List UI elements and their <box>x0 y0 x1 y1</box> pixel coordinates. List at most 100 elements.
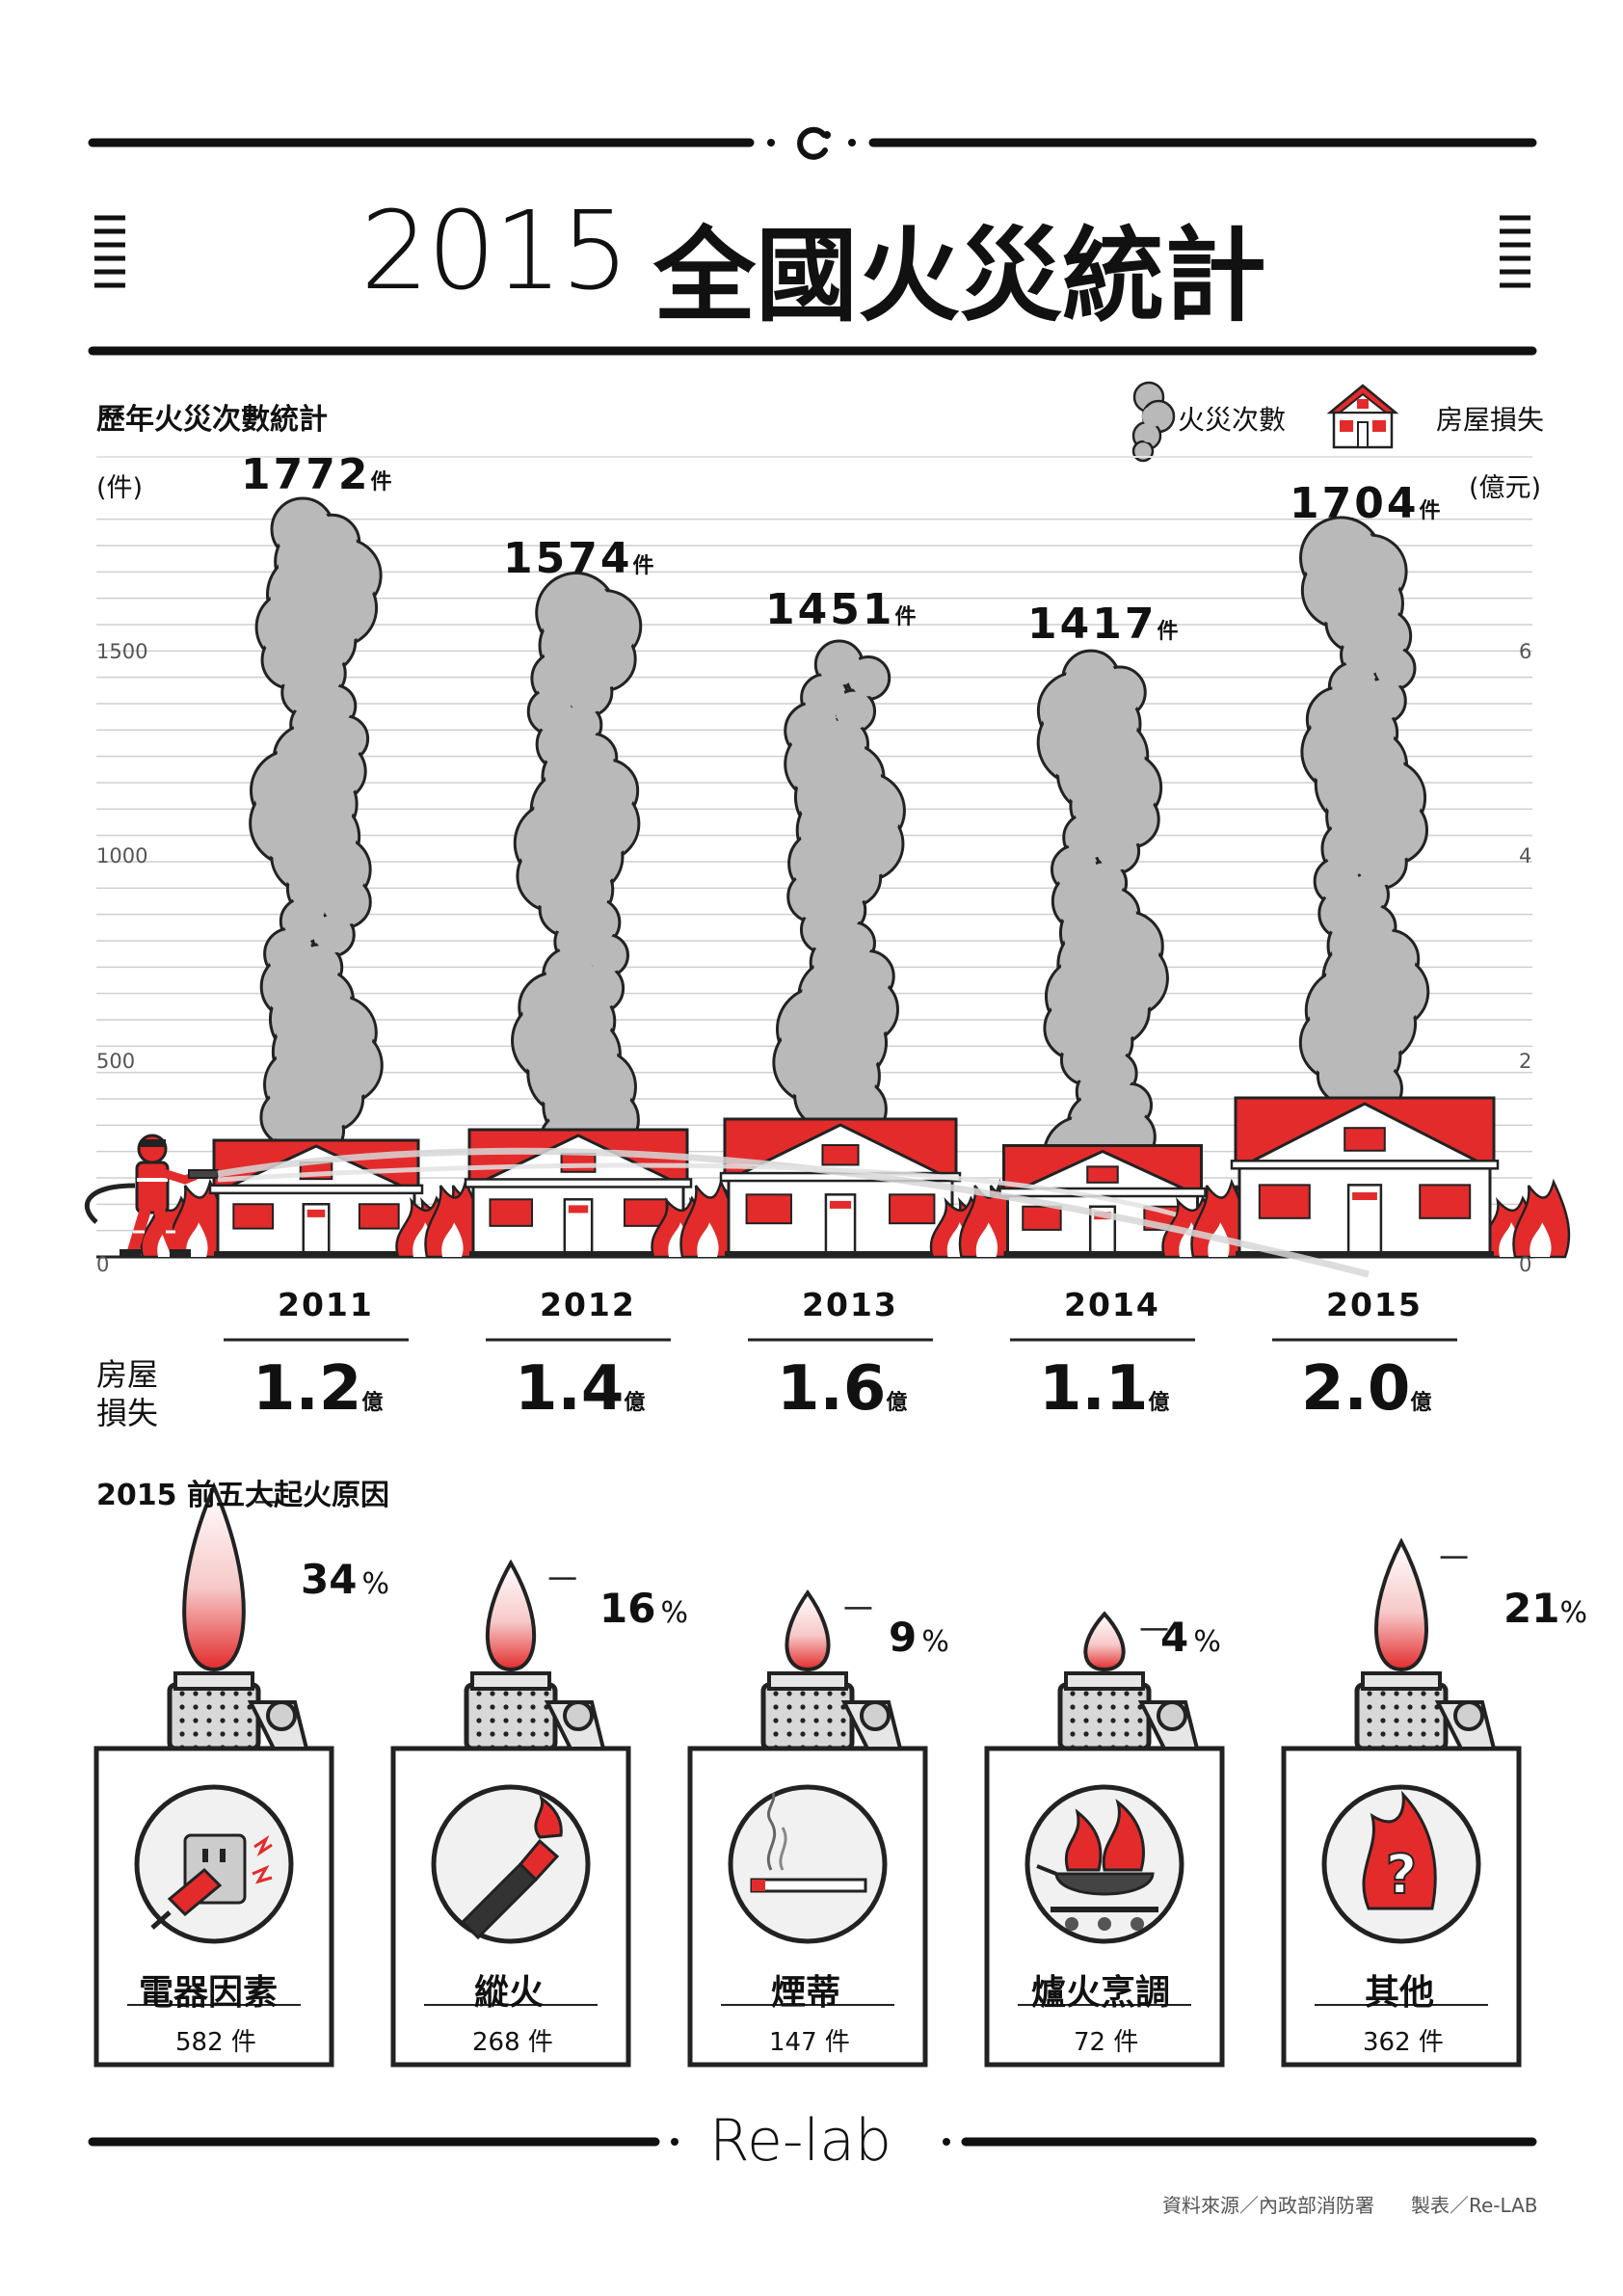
cause-count-cooking: 72 件 <box>1074 2028 1139 2057</box>
cause-pct-arson: 16 % <box>599 1585 688 1632</box>
lighter-flame <box>785 1589 831 1672</box>
pct-unit: % <box>1559 1596 1587 1630</box>
pct-unit: % <box>660 1596 689 1630</box>
fire-count-unit: 件 <box>1419 498 1441 523</box>
cause-pct-cigarette: 9 % <box>889 1614 949 1661</box>
left-axis-unit: (件) <box>96 473 144 503</box>
flames-2015 <box>1161 1178 1571 1259</box>
cause-count-electric: 582 件 <box>175 2028 256 2057</box>
fire-count-2015: 1704件 <box>1290 479 1440 528</box>
pct-unit: % <box>361 1567 390 1601</box>
lighter-3 <box>687 1589 928 2068</box>
year-group-2014 <box>929 649 1278 1259</box>
loss-number: 1.6 <box>777 1353 887 1425</box>
cause-name-cooking: 爐火烹調 <box>1031 1973 1171 2013</box>
right-axis-unit: (億元) <box>1469 473 1542 503</box>
right-tick-2: 2 <box>1519 1050 1532 1073</box>
right-tick-6: 6 <box>1519 640 1532 663</box>
lighter-flame <box>1083 1611 1126 1672</box>
fire-count-unit: 件 <box>632 553 654 578</box>
lighters: ? <box>93 1482 1522 2068</box>
pct-number: 34 <box>301 1556 358 1603</box>
title-year: 2015 <box>360 189 629 314</box>
legend-fires-label: 火災次數 <box>1178 404 1287 436</box>
loss-number: 1.2 <box>253 1353 362 1425</box>
year-2015: 2015 <box>1326 1286 1423 1323</box>
electric-plug-icon <box>150 1833 273 1930</box>
pct-number: 9 <box>889 1614 918 1661</box>
pct-number: 16 <box>599 1585 656 1632</box>
cause-pct-other: 21% <box>1503 1585 1587 1632</box>
fire-count-unit: 件 <box>370 470 392 495</box>
relab-logo-icon <box>797 126 831 160</box>
lighter-flame <box>182 1482 246 1672</box>
loss-number: 2.0 <box>1301 1353 1411 1425</box>
left-tick-1500: 1500 <box>96 640 148 663</box>
pct-number: 21 <box>1503 1585 1560 1632</box>
loss-unit: 億 <box>361 1391 384 1415</box>
page-title: 全國火災統計 <box>653 217 1266 335</box>
question-mark-glyph: ? <box>1386 1844 1417 1907</box>
loss-unit: 億 <box>624 1391 646 1415</box>
pct-unit: % <box>921 1625 949 1659</box>
fire-count-number: 1772 <box>241 450 371 500</box>
fire-count-2011: 1772件 <box>241 450 391 499</box>
loss-number: 1.4 <box>515 1353 625 1425</box>
year-group-2011 <box>140 496 495 1259</box>
legend-house-icon <box>1326 384 1399 449</box>
smoke-column-2013 <box>772 639 906 1167</box>
left-tick-500: 500 <box>96 1050 136 1073</box>
section2-heading: 2015 前五大起火原因 <box>96 1479 389 1512</box>
cause-count-other: 362 件 <box>1363 2028 1444 2057</box>
cause-count-arson: 268 件 <box>472 2028 553 2057</box>
year-2012: 2012 <box>540 1286 636 1323</box>
loss-value-2015: 2.0億 <box>1301 1353 1431 1425</box>
lighter-flame <box>1374 1537 1428 1672</box>
loss-label-line2: 損失 <box>96 1395 159 1431</box>
cause-name-arson: 縱火 <box>474 1973 545 2013</box>
cause-count-cigarette: 147 件 <box>769 2028 850 2057</box>
cigarette-icon <box>750 1792 867 1893</box>
fire-count-unit: 件 <box>1157 620 1179 645</box>
left-tick-0: 0 <box>96 1253 110 1276</box>
smoke-column-2012 <box>511 572 643 1179</box>
fire-count-number: 1451 <box>765 585 895 635</box>
right-tick-4: 4 <box>1519 844 1532 868</box>
footer-frame <box>88 2137 1537 2147</box>
footer-producer: 製表／Re-LAB <box>1411 2194 1538 2217</box>
year-2014: 2014 <box>1064 1286 1160 1323</box>
question-fire-icon: ? <box>1362 1790 1437 1910</box>
fire-count-2014: 1417件 <box>1027 600 1178 649</box>
loss-unit: 億 <box>1148 1391 1170 1415</box>
smoke-column-2011 <box>249 496 384 1187</box>
cause-name-other: 其他 <box>1365 1973 1435 2013</box>
left-tick-1000: 1000 <box>96 844 148 868</box>
wok-fire-icon <box>1036 1799 1158 1931</box>
year-group-2015 <box>1161 516 1571 1259</box>
fire-count-number: 1417 <box>1027 600 1157 650</box>
cause-pct-cooking: 4 % <box>1160 1614 1221 1661</box>
legend-loss-label: 房屋損失 <box>1436 404 1545 436</box>
cause-pct-electric: 34 % <box>301 1556 389 1603</box>
year-2013: 2013 <box>802 1286 898 1323</box>
water-stream-2 <box>217 1162 1177 1217</box>
fire-count-2013: 1451件 <box>765 585 916 634</box>
pct-number: 4 <box>1160 1614 1189 1661</box>
loss-value-2014: 1.1億 <box>1039 1353 1169 1425</box>
fire-count-unit: 件 <box>894 605 917 630</box>
fire-count-number: 1704 <box>1290 478 1420 528</box>
loss-label-line1: 房屋 <box>96 1356 159 1393</box>
footer-source: 資料來源／內政部消防署 <box>1162 2194 1374 2217</box>
right-tick-0: 0 <box>1519 1253 1532 1276</box>
lighter-flame <box>485 1559 537 1672</box>
section1-heading: 歷年火災次數統計 <box>96 403 328 437</box>
legend-smoke-icon <box>1131 381 1176 463</box>
smoke-column-2015 <box>1298 516 1430 1144</box>
header-frame <box>88 126 1537 356</box>
molotov-icon <box>460 1795 563 1940</box>
pct-unit: % <box>1193 1625 1221 1659</box>
smoke-column-2014 <box>1036 649 1169 1206</box>
firefighter-illustration <box>84 1134 219 1257</box>
loss-value-2013: 1.6億 <box>777 1353 907 1425</box>
